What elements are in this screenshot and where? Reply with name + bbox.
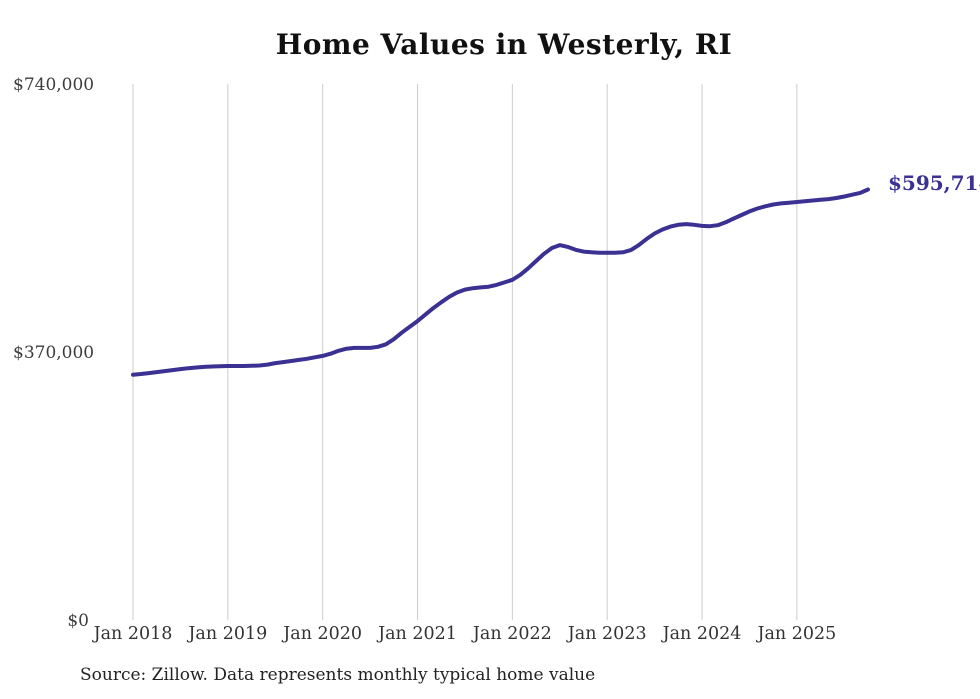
x-axis-tick-label: Jan 2022 xyxy=(472,624,552,644)
vertical-gridlines xyxy=(132,84,798,620)
x-axis-tick-label: Jan 2020 xyxy=(283,624,363,644)
chart-title: Home Values in Westerly, RI xyxy=(275,28,733,61)
y-axis-tick-label: $370,000 xyxy=(13,342,95,363)
x-axis-tick-label: Jan 2018 xyxy=(93,624,173,644)
x-axis-tick-label: Jan 2024 xyxy=(662,624,742,644)
source-note: Source: Zillow. Data represents monthly … xyxy=(80,665,596,685)
end-value-label: $595,714 xyxy=(888,170,980,195)
x-axis-tick-label: Jan 2021 xyxy=(378,624,457,644)
x-axis-tick-label: Jan 2019 xyxy=(188,624,268,644)
y-axis-tick-label: $740,000 xyxy=(13,74,95,95)
y-axis-tick-label: $0 xyxy=(67,610,89,631)
x-axis-tick-label: Jan 2023 xyxy=(567,624,647,644)
x-axis-tick-label: Jan 2025 xyxy=(757,624,837,644)
home-value-line xyxy=(131,187,870,377)
